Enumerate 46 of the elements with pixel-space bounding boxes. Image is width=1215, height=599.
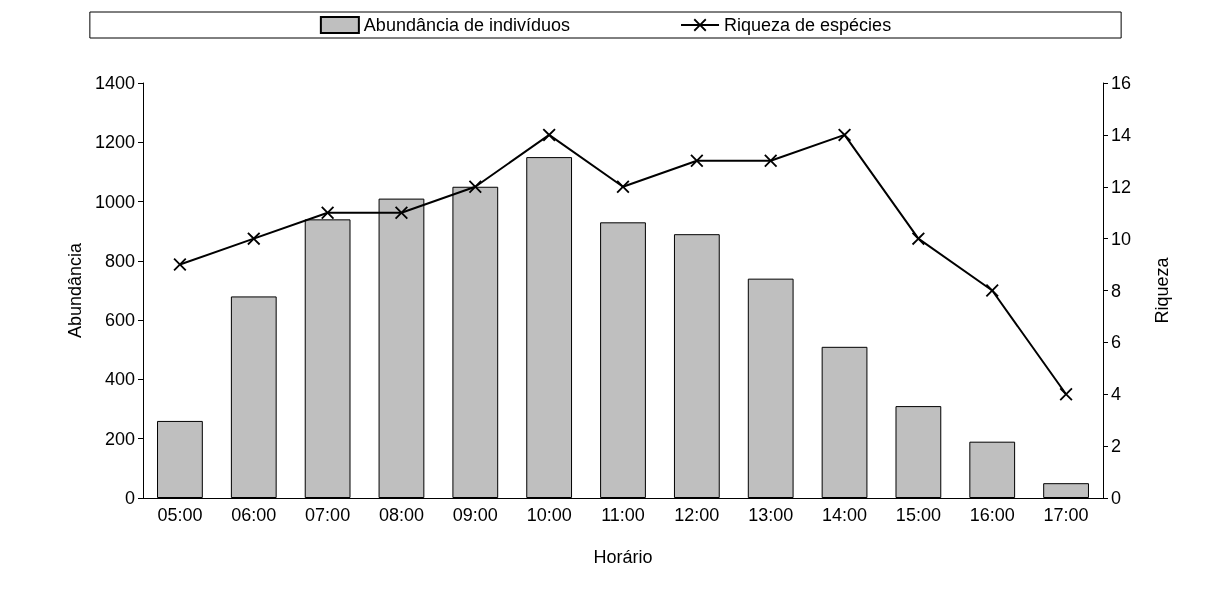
x-tick-label: 11:00	[601, 505, 645, 525]
x-tick-label: 12:00	[674, 505, 720, 525]
y2-tick-label: 4	[1111, 384, 1122, 405]
point	[764, 154, 778, 168]
x-tick-label: 14:00	[822, 505, 868, 525]
y-tick-label: 0	[124, 488, 135, 508]
x-axis-title: Horário	[593, 547, 653, 567]
legend-label: Abundância de indivíduos	[363, 15, 571, 35]
x-tick-label: 08:00	[378, 505, 424, 525]
y-tick-label: 1000	[94, 191, 135, 212]
y2-tick-label: 12	[1111, 176, 1132, 197]
x-tick-label: 10:00	[526, 505, 572, 525]
y-axis-title: Abundância	[65, 241, 86, 339]
y2-tick-label: 6	[1111, 332, 1122, 353]
y2-tick-label: 14	[1111, 124, 1132, 145]
point	[1059, 387, 1073, 401]
x-tick-label: 07:00	[305, 505, 351, 525]
legend-label: Riqueza de espécies	[724, 15, 892, 35]
y2-tick-label: 0	[1111, 488, 1122, 508]
y2-tick-label: 2	[1111, 436, 1122, 457]
y2-tick-label: 16	[1111, 73, 1132, 93]
y-tick-label: 1400	[94, 73, 135, 93]
y2-tick-label: 8	[1111, 280, 1122, 301]
x-tick-label: 05:00	[157, 505, 203, 525]
x-tick-label: 06:00	[231, 505, 277, 525]
y-tick-label: 400	[104, 369, 135, 390]
y-tick-label: 1200	[94, 132, 135, 153]
x-tick-label: 16:00	[969, 505, 1015, 525]
point	[911, 232, 925, 246]
point	[985, 284, 999, 297]
point	[468, 180, 482, 194]
point	[394, 206, 408, 220]
y2-tick-label: 10	[1111, 228, 1132, 249]
x-tick-label: 15:00	[895, 505, 941, 525]
point	[616, 180, 630, 194]
point	[542, 128, 556, 142]
y-tick-label: 800	[104, 250, 135, 271]
point	[321, 206, 335, 220]
point	[690, 154, 704, 168]
y-tick-label: 600	[104, 310, 135, 331]
point	[247, 232, 261, 246]
x-tick-label: 09:00	[452, 505, 498, 525]
y-tick-label: 200	[104, 428, 135, 449]
x-tick-label: 13:00	[748, 505, 794, 525]
x-tick-label: 17:00	[1043, 505, 1089, 525]
y2-axis-title: Riqueza	[1152, 256, 1172, 324]
